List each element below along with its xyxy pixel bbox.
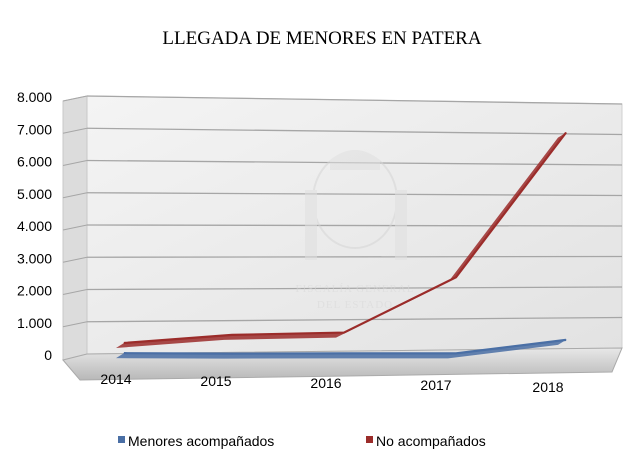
data-point [343,352,345,354]
watermark-text: DEL ESTADO [317,299,393,311]
gridline-side [62,256,88,263]
gridline [86,95,623,105]
gridline-side [62,160,88,166]
data-point [455,352,457,354]
data-point [231,353,233,355]
x-tick-label: 2016 [310,375,341,391]
seal-crown [330,150,380,170]
watermark-text: FISCALÍA GENERAL [296,283,415,295]
data-point [565,339,567,341]
data-point [123,342,125,344]
chart-title: LLEGADA DE MENORES EN PATERA [162,28,481,49]
gridline [86,224,623,227]
gridline [86,192,623,197]
x-tick-label: 2014 [100,371,131,387]
legend-swatch [118,436,125,443]
gridline [86,127,623,136]
y-tick-label: 1.000 [17,315,52,331]
gridline-side [62,127,88,134]
gridline [86,255,623,258]
seal-pillar-left [305,190,317,260]
data-point [123,352,125,354]
seal-pillar-right [395,190,407,260]
data-point [455,276,457,278]
legend-item: No acompañados [366,433,486,449]
gridline [86,316,623,323]
legend: Menores acompañados No acompañados [118,433,486,449]
x-tick-label: 2015 [200,373,231,389]
data-point [343,332,345,334]
legend-label: No acompañados [376,433,486,449]
x-axis-ticks: 2014 2015 2016 2017 2018 [100,371,563,395]
y-tick-label: 0 [44,347,52,363]
gridline-side [62,192,88,199]
data-point [231,334,233,336]
y-tick-label: 4.000 [17,218,52,234]
series-layer [116,131,567,359]
x-tick-label: 2018 [532,379,563,395]
watermark-seal: FISCALÍA GENERAL DEL ESTADO [296,150,415,311]
gridlines [62,95,623,328]
y-axis-ticks: 0 1.000 2.000 3.000 4.000 5.000 6.000 7.000 8.00… [17,89,52,363]
legend-item: Menores acompañados [118,433,274,449]
data-point [565,132,567,134]
y-tick-label: 8.000 [17,89,52,105]
y-tick-label: 2.000 [17,283,52,299]
gridline-side [62,95,88,102]
legend-label: Menores acompañados [128,433,274,449]
gridline-side [62,289,88,295]
y-tick-label: 5.000 [17,186,52,202]
x-tick-label: 2017 [420,377,451,393]
gridline-side [62,224,88,231]
series-menores-acompanados [116,338,567,359]
gridline-side [62,321,88,328]
y-tick-label: 3.000 [17,250,52,266]
y-tick-label: 7.000 [17,121,52,137]
legend-swatch [366,436,373,443]
gridline [86,286,623,291]
series-no-acompanados [116,131,567,348]
y-tick-label: 6.000 [17,154,52,170]
